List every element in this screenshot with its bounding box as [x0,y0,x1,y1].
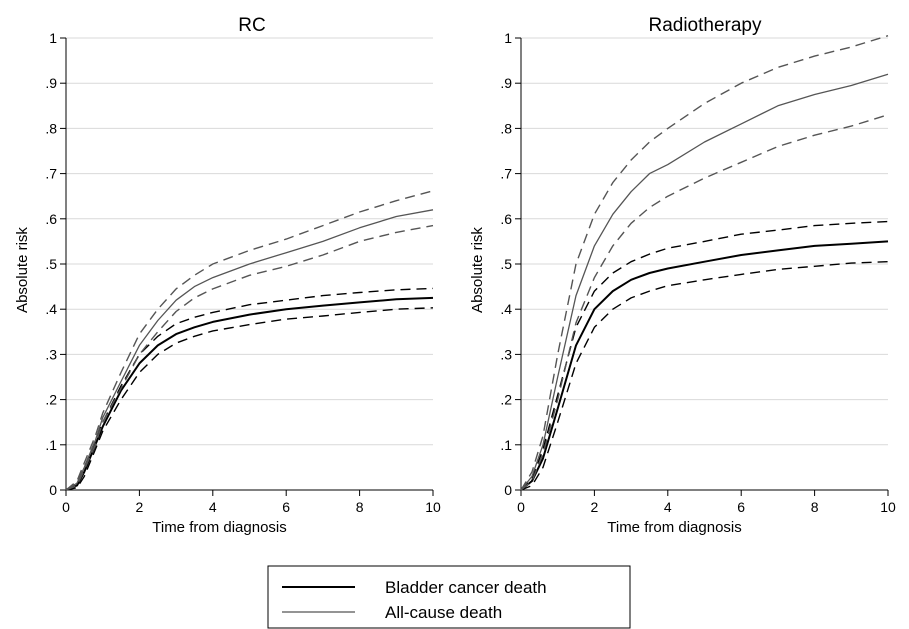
x-tick-label: 6 [282,499,290,515]
x-tick-label: 8 [811,499,819,515]
y-tick-label: .4 [45,301,57,317]
legend-label-all-cause-death: All-cause death [385,603,502,622]
y-axis-label: Absolute risk [14,227,31,313]
x-axis-label: Time from diagnosis [607,519,742,536]
x-axis-label: Time from diagnosis [152,519,287,536]
y-tick-label: .6 [500,211,512,227]
panel-radiotherapy: 0.1.2.3.4.5.6.7.8.910 2 4 6 8 10RadiotherapyT… [469,15,896,536]
y-tick-label: .6 [45,211,57,227]
series-line-5 [520,114,889,491]
x-tick-label: 6 [737,499,745,515]
y-tick-label: .9 [45,75,57,91]
x-tick-label: 8 [356,499,364,515]
y-tick-label: .5 [500,256,512,272]
series-line-2 [520,261,889,491]
y-tick-label: .2 [500,392,512,408]
x-tick-label: 0 [62,499,70,515]
series-line-5 [65,224,434,491]
y-tick-label: .7 [45,166,57,182]
series-line-3 [520,73,889,491]
y-tick-label: .3 [45,346,57,362]
y-tick-label: .8 [500,120,512,136]
legend-box [267,565,631,629]
x-tick-label: 2 [591,499,599,515]
series-line-3 [65,209,434,491]
y-axis-label: Absolute risk [469,227,486,313]
x-tick-label: 2 [136,499,144,515]
x-tick-label: 10 [425,499,441,515]
y-tick-label: .9 [500,75,512,91]
x-tick-label: 4 [664,499,672,515]
y-tick-label: .1 [500,437,512,453]
legend-label-bladder-cancer-death: Bladder cancer death [385,578,547,597]
x-tick-label: 10 [880,499,896,515]
chart-title: Radiotherapy [648,15,762,36]
series-line-4 [520,35,889,491]
y-tick-label: 1 [504,30,512,46]
y-tick-label: .4 [500,301,512,317]
y-tick-label: 1 [49,30,57,46]
y-tick-label: .7 [500,166,512,182]
legend: Bladder cancer death All-cause death [267,565,631,629]
y-tick-label: .3 [500,346,512,362]
y-tick-label: .8 [45,120,57,136]
y-tick-label: .5 [45,256,57,272]
series-line-0 [65,296,434,491]
x-tick-label: 0 [517,499,525,515]
y-tick-label: .2 [45,392,57,408]
series-line-0 [520,240,889,491]
chart-title: RC [238,15,265,36]
x-tick-label: 4 [209,499,217,515]
series-line-2 [65,307,434,491]
y-tick-label: .1 [45,437,57,453]
y-tick-label: 0 [49,482,57,498]
y-tick-label: 0 [504,482,512,498]
series-line-4 [65,190,434,491]
